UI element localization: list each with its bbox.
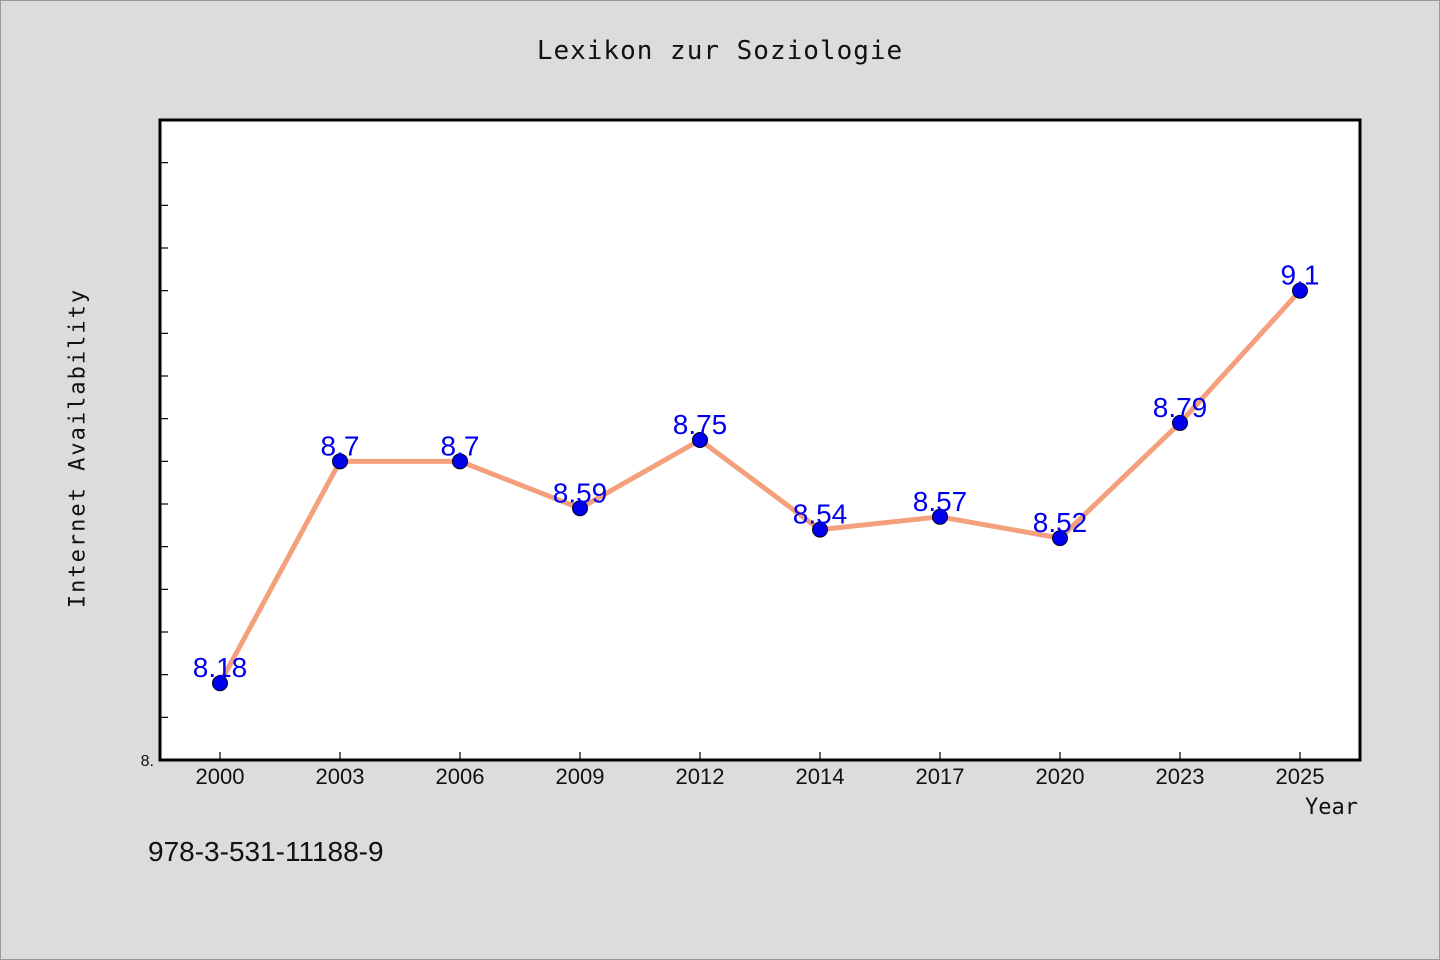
x-tick-label: 2006 <box>436 764 485 789</box>
x-axis-label: Year <box>1305 795 1358 820</box>
data-label: 8.18 <box>193 652 248 683</box>
data-label: 8.75 <box>673 409 728 440</box>
x-tick-label: 2000 <box>196 764 245 789</box>
data-label: 9.1 <box>1281 260 1320 291</box>
data-label: 8.54 <box>793 499 848 530</box>
series-line <box>217 288 1303 686</box>
data-label: 8.7 <box>441 430 480 461</box>
x-tick-label: 2020 <box>1036 764 1085 789</box>
data-point <box>1172 414 1188 431</box>
x-tick-label: 2025 <box>1276 764 1325 789</box>
data-point <box>692 432 708 448</box>
data-point <box>812 521 828 538</box>
data-point <box>452 453 468 470</box>
data-point <box>1052 530 1068 547</box>
data-point <box>1292 282 1308 299</box>
data-label: 8.59 <box>553 477 608 508</box>
data-label: 8.52 <box>1033 507 1088 538</box>
data-label: 8.7 <box>321 430 360 461</box>
y-tick-label: 8. <box>141 753 154 770</box>
x-tick-label: 2003 <box>316 764 365 789</box>
x-tick-label: 2017 <box>916 764 965 789</box>
data-label: 8.79 <box>1153 392 1208 423</box>
x-tick-label: 2014 <box>796 764 845 789</box>
x-tick-label: 2009 <box>556 764 605 789</box>
x-tick-label: 2023 <box>1156 764 1205 789</box>
data-point <box>932 508 948 525</box>
data-point <box>332 453 348 470</box>
x-tick-label: 2012 <box>676 764 725 789</box>
isbn-code: 978-3-531-11188-9 <box>148 836 384 867</box>
chart-title: Lexikon zur Soziologie <box>536 36 904 66</box>
data-label: 8.57 <box>913 486 968 517</box>
data-point <box>572 500 588 517</box>
data-point <box>212 675 228 692</box>
